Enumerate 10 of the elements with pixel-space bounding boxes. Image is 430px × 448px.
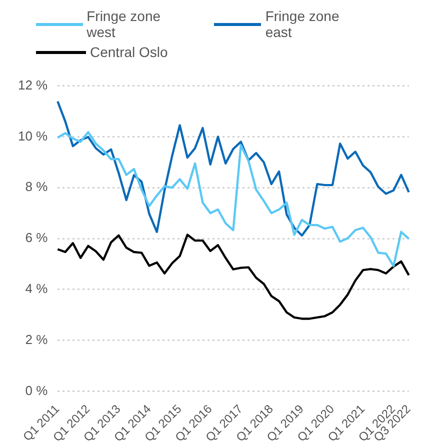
y-tick-label: 12 % <box>18 77 48 92</box>
y-tick-label: 10 % <box>18 128 48 144</box>
legend-label: Central Oslo <box>90 44 168 60</box>
y-tick-label: 4 % <box>25 281 48 296</box>
y-tick-label: 8 % <box>25 179 48 194</box>
y-tick-label: 6 % <box>25 230 48 246</box>
legend-label: Fringe zone east <box>265 8 340 40</box>
legend-label: Fringe zone west <box>86 8 162 40</box>
y-tick-label: 2 % <box>25 332 48 347</box>
y-tick-label: 0 % <box>25 382 48 398</box>
